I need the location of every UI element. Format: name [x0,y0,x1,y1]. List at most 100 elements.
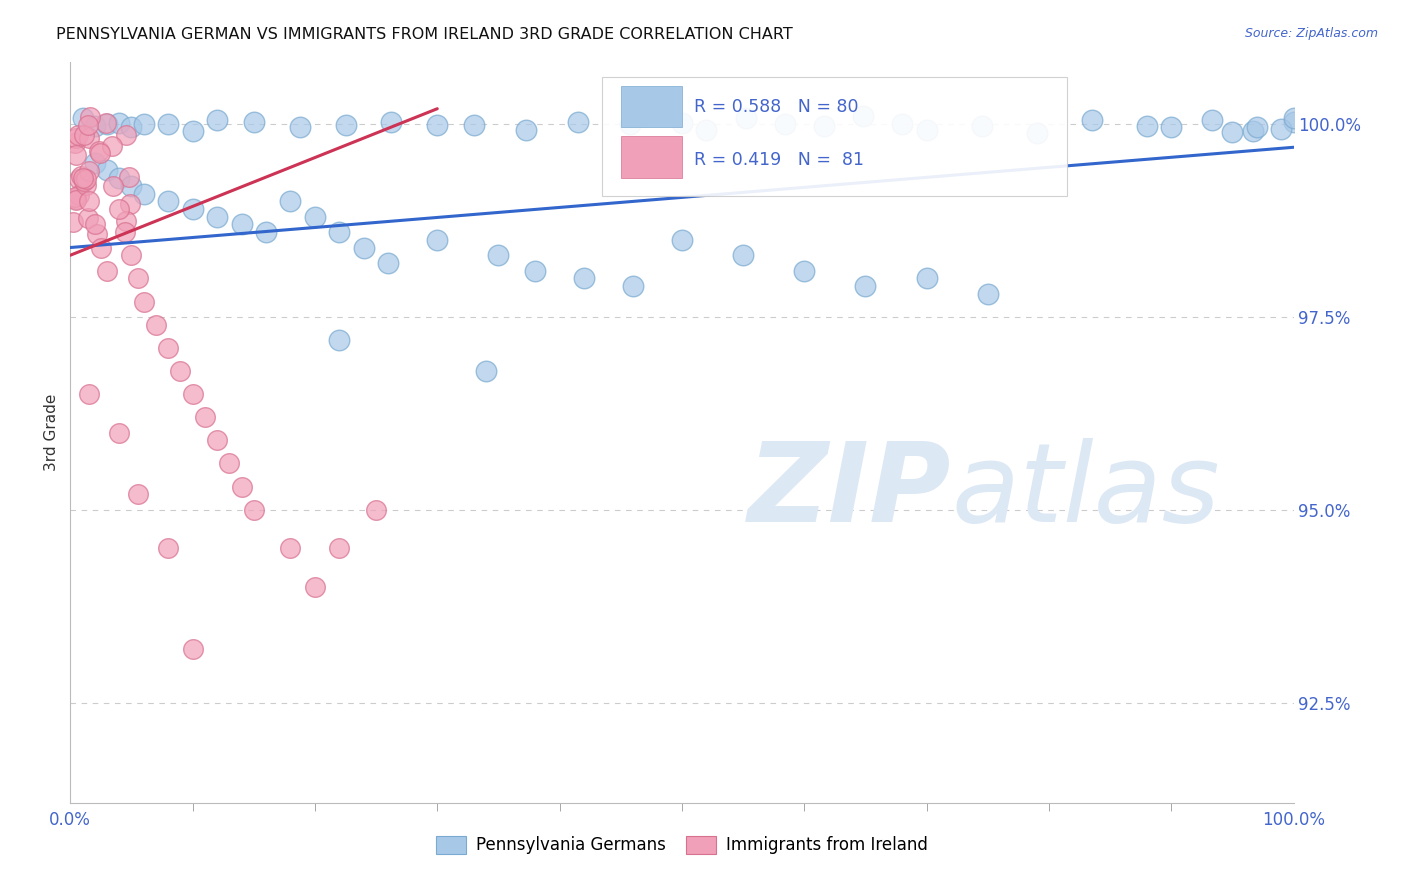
Point [132,294,155,309]
Point [70,169,93,183]
Point [108,202,131,216]
Point [915,122,938,136]
Point [108,115,131,129]
Point [127,271,149,285]
Point [181,387,204,401]
Point [733,248,755,262]
Point [65,194,87,208]
Point [181,202,204,216]
Point [101,138,124,153]
Text: R = 0.588   N = 80: R = 0.588 N = 80 [695,98,859,116]
Point [1201,113,1223,128]
Point [1160,120,1182,134]
Point [89,146,111,161]
Point [671,116,693,130]
Point [79,110,101,124]
Point [77,194,100,209]
Legend: Pennsylvania Germans, Immigrants from Ireland: Pennsylvania Germans, Immigrants from Ir… [429,829,935,861]
Point [127,487,149,501]
Point [970,119,993,133]
Point [426,118,449,132]
Text: R = 0.419   N =  81: R = 0.419 N = 81 [695,151,865,169]
FancyBboxPatch shape [621,86,682,127]
Point [75,172,97,186]
Point [218,457,240,471]
Point [567,115,589,129]
Point [1080,113,1102,128]
Point [1246,120,1268,134]
Point [77,118,100,132]
Point [73,128,96,142]
Point [157,194,180,209]
Point [231,218,253,232]
Point [62,215,84,229]
Point [65,192,87,206]
Point [132,186,155,201]
Point [77,387,100,401]
Point [83,119,105,133]
Point [1136,119,1159,133]
Point [1220,125,1243,139]
Point [915,271,938,285]
Point [335,118,357,132]
Point [145,318,167,332]
Point [67,187,90,202]
Point [67,128,90,143]
Point [734,111,756,125]
Point [96,263,118,277]
Point [181,124,204,138]
Point [515,122,537,136]
Point [488,248,510,262]
Point [72,111,94,125]
Point [813,119,835,133]
Text: Source: ZipAtlas.com: Source: ZipAtlas.com [1244,27,1378,40]
Point [65,131,87,145]
Point [121,178,143,193]
Point [65,190,87,204]
Point [1282,115,1305,129]
Point [72,171,94,186]
Point [94,116,117,130]
Point [83,218,105,232]
Point [621,279,644,293]
Point [1025,126,1047,140]
Point [108,425,131,440]
Point [463,118,485,132]
Text: PENNSYLVANIA GERMAN VS IMMIGRANTS FROM IRELAND 3RD GRADE CORRELATION CHART: PENNSYLVANIA GERMAN VS IMMIGRANTS FROM I… [56,27,793,42]
Point [132,117,155,131]
Point [157,117,180,131]
Text: atlas: atlas [950,438,1219,545]
Point [120,196,142,211]
Point [65,136,87,150]
Point [280,194,302,209]
Point [793,263,815,277]
Point [96,163,118,178]
Point [231,480,253,494]
Point [194,410,217,425]
Point [83,155,105,169]
Point [115,128,138,143]
Point [101,178,124,193]
Point [118,170,141,185]
Point [114,213,136,227]
Point [852,109,875,123]
Point [304,210,326,224]
Point [205,434,228,448]
Point [67,172,90,186]
Point [205,113,228,128]
Point [619,117,641,131]
Point [79,164,101,178]
Point [65,148,87,162]
Point [157,341,180,355]
Point [86,227,108,242]
Point [77,211,100,226]
Point [304,580,326,594]
Point [280,541,302,556]
Point [243,502,266,516]
Point [773,116,796,130]
Point [524,263,547,277]
Point [380,115,402,129]
Point [75,178,97,193]
Point [89,145,111,159]
Point [90,240,112,254]
